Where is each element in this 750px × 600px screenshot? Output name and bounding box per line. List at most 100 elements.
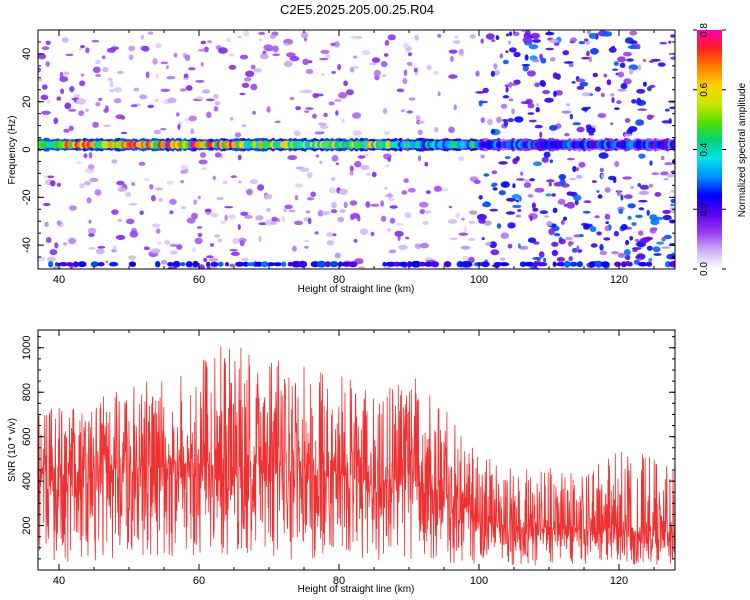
snr-frame bbox=[37, 329, 676, 571]
noise-blob bbox=[69, 205, 77, 211]
noise-blob bbox=[293, 130, 301, 136]
noise-blob bbox=[250, 83, 258, 91]
noise-blob bbox=[370, 231, 375, 237]
edge-blob bbox=[325, 261, 331, 268]
noise-blob bbox=[549, 159, 553, 163]
noise-blob bbox=[169, 210, 174, 215]
noise-blob bbox=[423, 210, 432, 214]
noise-blob bbox=[166, 75, 176, 80]
noise-blob bbox=[180, 205, 187, 210]
noise-blob bbox=[387, 197, 395, 201]
edge-blob bbox=[155, 261, 161, 268]
noise-blob bbox=[619, 62, 626, 68]
noise-blob bbox=[122, 184, 127, 188]
noise-blob bbox=[636, 88, 646, 94]
noise-blob bbox=[618, 208, 624, 215]
noise-blob bbox=[414, 243, 422, 249]
noise-blob bbox=[197, 232, 203, 238]
noise-blob bbox=[54, 242, 59, 249]
noise-blob bbox=[545, 47, 555, 51]
noise-blob bbox=[304, 239, 309, 243]
noise-blob bbox=[190, 128, 195, 135]
noise-blob bbox=[239, 92, 246, 96]
noise-blob bbox=[128, 203, 138, 206]
noise-blob bbox=[639, 190, 649, 196]
noise-blob bbox=[266, 106, 271, 113]
noise-blob bbox=[512, 31, 520, 36]
noise-blob bbox=[539, 131, 543, 138]
noise-blob bbox=[253, 68, 262, 73]
noise-blob bbox=[646, 245, 653, 251]
noise-blob bbox=[331, 201, 337, 209]
noise-blob bbox=[490, 128, 496, 135]
noise-blob bbox=[85, 108, 89, 113]
noise-blob bbox=[506, 33, 509, 37]
noise-blob bbox=[91, 39, 100, 43]
noise-blob bbox=[448, 205, 453, 209]
noise-blob bbox=[143, 246, 150, 251]
noise-blob bbox=[586, 127, 596, 134]
noise-blob bbox=[573, 194, 582, 201]
noise-blob bbox=[620, 224, 628, 230]
noise-blob bbox=[43, 202, 51, 207]
noise-blob bbox=[478, 195, 483, 200]
noise-blob bbox=[314, 231, 319, 235]
noise-blob bbox=[549, 38, 559, 44]
noise-blob bbox=[555, 181, 562, 187]
noise-blob bbox=[668, 40, 672, 44]
noise-blob bbox=[579, 81, 589, 87]
noise-blob bbox=[630, 185, 635, 190]
noise-blob bbox=[140, 34, 144, 40]
noise-blob bbox=[469, 34, 476, 39]
noise-blob bbox=[419, 242, 430, 249]
noise-blob bbox=[73, 94, 81, 98]
noise-blob bbox=[80, 45, 85, 49]
noise-blob bbox=[582, 210, 591, 214]
noise-blob bbox=[249, 179, 258, 185]
noise-blob bbox=[571, 247, 578, 253]
noise-blob bbox=[475, 70, 480, 77]
snr-xtick-label: 40 bbox=[53, 575, 65, 587]
noise-blob bbox=[535, 107, 540, 113]
noise-blob bbox=[539, 210, 549, 215]
edge-blob bbox=[242, 261, 250, 267]
noise-blob bbox=[460, 245, 471, 250]
noise-blob bbox=[517, 243, 521, 249]
noise-blob bbox=[204, 208, 212, 213]
edge-blob bbox=[267, 262, 275, 267]
noise-blob bbox=[259, 53, 269, 60]
noise-blob bbox=[599, 243, 604, 251]
noise-blob bbox=[258, 38, 263, 42]
noise-blob bbox=[173, 52, 178, 58]
noise-blob bbox=[318, 122, 327, 126]
noise-blob bbox=[380, 215, 387, 222]
noise-blob bbox=[576, 245, 580, 253]
noise-blob bbox=[603, 237, 611, 241]
noise-blob bbox=[616, 190, 622, 197]
noise-blob bbox=[448, 74, 458, 79]
noise-blob bbox=[46, 99, 51, 105]
noise-blob bbox=[560, 220, 565, 225]
noise-blob bbox=[213, 234, 221, 238]
noise-blob bbox=[193, 199, 198, 205]
noise-blob bbox=[586, 50, 590, 57]
noise-blob bbox=[531, 59, 540, 63]
edge-blob bbox=[235, 261, 245, 267]
noise-blob bbox=[128, 54, 134, 61]
edge-blob bbox=[406, 261, 413, 268]
noise-blob bbox=[629, 236, 634, 241]
noise-blob bbox=[329, 187, 336, 194]
noise-blob bbox=[527, 112, 535, 115]
noise-blob bbox=[637, 108, 648, 111]
noise-blob bbox=[56, 220, 62, 226]
noise-blob bbox=[515, 214, 522, 218]
noise-blob bbox=[522, 36, 533, 44]
noise-blob bbox=[92, 66, 101, 74]
noise-blob bbox=[62, 242, 68, 246]
noise-blob bbox=[284, 204, 293, 210]
noise-blob bbox=[661, 246, 671, 249]
noise-blob bbox=[150, 248, 161, 254]
edge-blob bbox=[97, 262, 105, 267]
noise-blob bbox=[353, 55, 358, 59]
snr-xtick-label: 80 bbox=[333, 575, 345, 587]
